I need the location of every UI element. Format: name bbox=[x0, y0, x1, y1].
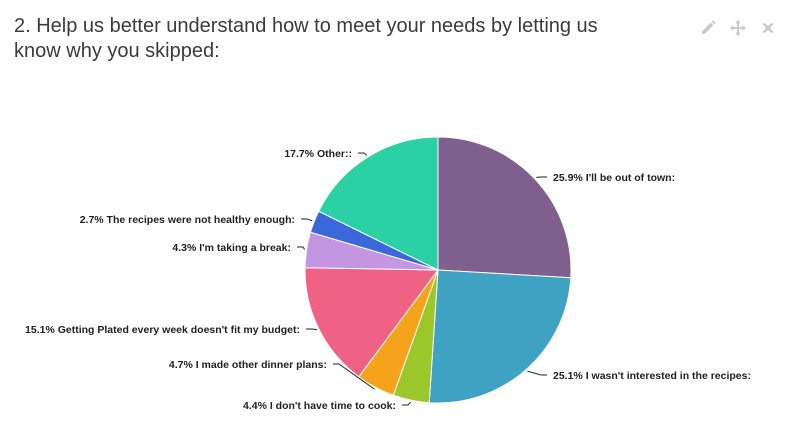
pie-slice[interactable] bbox=[428, 269, 572, 404]
slice-label: 2.7% The recipes were not healthy enough… bbox=[80, 214, 295, 226]
slice-label: 4.7% I made other dinner plans: bbox=[169, 359, 327, 371]
pie-slice[interactable] bbox=[318, 136, 439, 271]
card-toolbar bbox=[698, 18, 778, 38]
pie-slices bbox=[304, 136, 572, 404]
label-connector bbox=[358, 152, 368, 156]
label-connector bbox=[306, 328, 317, 331]
label-connector bbox=[301, 218, 313, 222]
pie-slice[interactable] bbox=[304, 267, 439, 378]
slice-label: 25.1% I wasn't interested in the recipes… bbox=[553, 370, 751, 382]
close-icon[interactable] bbox=[758, 18, 778, 38]
slice-label: 25.9% I'll be out of town: bbox=[553, 172, 675, 184]
label-connector bbox=[297, 246, 306, 250]
move-arrows-icon[interactable] bbox=[728, 18, 748, 38]
label-connector bbox=[402, 401, 411, 406]
slice-label: 15.1% Getting Plated every week doesn't … bbox=[25, 324, 300, 336]
slice-label: 17.7% Other:: bbox=[284, 148, 352, 160]
label-connectors bbox=[297, 152, 547, 406]
slice-labels: 25.9% I'll be out of town: 25.1% I wasn't… bbox=[25, 148, 751, 412]
label-connector bbox=[527, 370, 547, 376]
slice-label: 4.4% I don't have time to cook: bbox=[243, 400, 396, 412]
slice-label: 4.3% I'm taking a break: bbox=[172, 242, 291, 254]
pencil-icon[interactable] bbox=[698, 18, 718, 38]
pie-slice[interactable] bbox=[437, 136, 572, 279]
label-connector bbox=[333, 363, 375, 390]
question-title: 2. Help us better understand how to meet… bbox=[14, 15, 598, 62]
